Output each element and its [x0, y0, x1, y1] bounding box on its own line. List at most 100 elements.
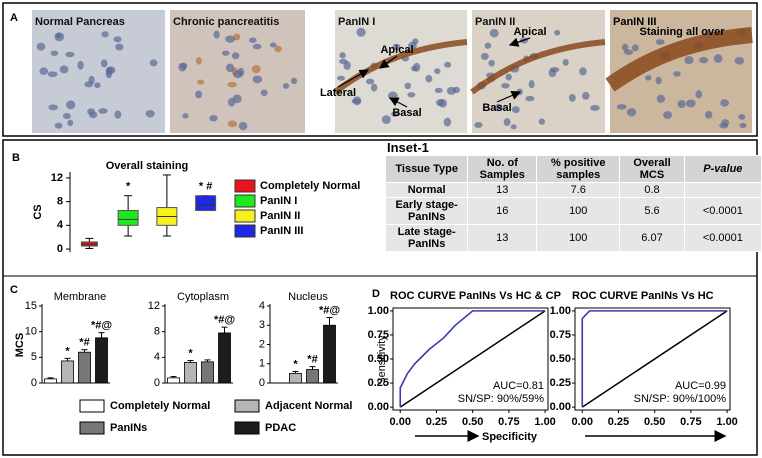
roc-curve — [399, 310, 546, 408]
x-tick-label: 1.00 — [534, 416, 555, 428]
x-tick-label: 0.25 — [426, 416, 447, 428]
nucleus — [528, 80, 535, 89]
annotation-arrow — [379, 55, 398, 69]
panel-label: A — [10, 12, 18, 24]
nucleus — [438, 99, 447, 108]
nucleus — [684, 56, 694, 65]
significance: *# — [307, 354, 317, 366]
bar — [323, 324, 336, 384]
y-tick-label: 0.50 — [550, 353, 571, 365]
micrograph-label: Normal Pancreas — [35, 16, 125, 28]
nucleus — [36, 42, 46, 51]
y-axis-label: CS — [32, 204, 44, 219]
x-tick-label: 0.00 — [572, 416, 593, 428]
y-tick-label: 0.50 — [368, 353, 389, 365]
box — [195, 195, 217, 212]
legend-label: PanIN III — [260, 225, 303, 237]
chart-title: Cytoplasm — [177, 291, 229, 303]
bar — [61, 360, 74, 384]
significance: *#@ — [91, 320, 112, 332]
legend-swatch — [234, 224, 256, 238]
legend-label: PDAC — [265, 422, 296, 434]
nucleus — [77, 60, 84, 70]
y-tick-label: 1 — [259, 358, 265, 370]
chart-title: Membrane — [54, 291, 107, 303]
nucleus — [695, 90, 703, 99]
annotation: AUC=0.99 — [675, 380, 726, 392]
table-cell: 100 — [536, 224, 621, 252]
nucleus — [54, 122, 63, 129]
nucleus — [582, 91, 590, 100]
nucleus — [425, 74, 433, 83]
stained-epithelium — [333, 39, 468, 95]
legend-label: PanIN I — [260, 195, 297, 207]
nucleus — [290, 77, 298, 85]
nucleus — [443, 117, 452, 127]
panel-bcd-frame — [2, 139, 758, 456]
table-cell: Tissue Type — [384, 155, 469, 183]
box — [117, 210, 139, 226]
y-tick-label: 0 — [259, 377, 265, 389]
legend-label: PanIN II — [260, 210, 300, 222]
x-tick-label: 0.25 — [608, 416, 629, 428]
annotation-arrow — [496, 90, 522, 103]
nucleus — [337, 75, 345, 81]
nucleus — [213, 30, 220, 39]
bar — [184, 362, 197, 384]
x-tick-label: 0.50 — [644, 416, 665, 428]
table-cell — [683, 182, 762, 198]
table-row: Late stage-PanINs 13 100 6.07 <0.0001 — [384, 224, 762, 252]
nucleus — [114, 110, 122, 119]
nucleus — [145, 109, 155, 118]
nucleus — [115, 43, 124, 51]
nucleus — [510, 124, 517, 130]
nucleus — [738, 114, 746, 120]
nucleus — [195, 90, 203, 99]
significance: * # — [199, 181, 212, 193]
reference-line — [399, 310, 546, 408]
table-cell: P-value — [683, 155, 762, 183]
nucleus — [100, 59, 108, 68]
nucleus — [67, 119, 74, 127]
table: Tissue Type No. of Samples% positive samp… — [384, 155, 762, 252]
nucleus — [225, 63, 235, 73]
table-cell: No. of Samples — [467, 155, 538, 183]
nucleus — [65, 51, 75, 58]
legend-label: PanINs — [110, 422, 147, 434]
nucleus — [407, 92, 416, 98]
micrograph-annotation: Basal — [392, 107, 421, 119]
panel-label: C — [10, 284, 18, 296]
nucleus — [274, 45, 282, 53]
nucleus — [196, 79, 205, 85]
table-row: Early stage-PanINs 16 100 5.6 <0.0001 — [384, 197, 762, 225]
nucleus — [434, 68, 441, 75]
y-tick-label: 0 — [57, 243, 63, 255]
annotation: SN/SP: 90%/100% — [634, 393, 727, 405]
nucleus — [645, 75, 652, 81]
micrograph-annotation: Basal — [482, 102, 511, 114]
y-axis-label: MCS — [14, 333, 26, 357]
nucleus — [59, 65, 69, 74]
roc-curve — [581, 310, 728, 408]
panel-label: D — [372, 288, 380, 300]
y-tick-label: 0.75 — [550, 329, 571, 341]
table-row: Tissue Type No. of Samples% positive samp… — [384, 155, 762, 183]
chart-title: ROC CURVE PanINs Vs HC — [572, 290, 714, 302]
nucleus — [47, 71, 58, 78]
table-cell: <0.0001 — [683, 224, 762, 252]
table-cell: 13 — [467, 224, 538, 252]
nucleus — [238, 121, 248, 131]
y-tick-label: 1.00 — [550, 305, 571, 317]
y-tick-label: 0 — [31, 377, 37, 389]
bar — [78, 351, 91, 384]
nucleus — [365, 78, 375, 85]
nucleus — [705, 111, 713, 119]
table-cell: 0.8 — [619, 182, 685, 198]
nucleus — [503, 118, 511, 127]
legend-swatch — [234, 194, 256, 208]
y-tick-label: 2 — [259, 338, 265, 350]
table-cell: % positive samples — [536, 155, 621, 183]
legend-label: Adjacent Normal — [265, 400, 352, 412]
y-tick-label: 1.00 — [368, 305, 389, 317]
